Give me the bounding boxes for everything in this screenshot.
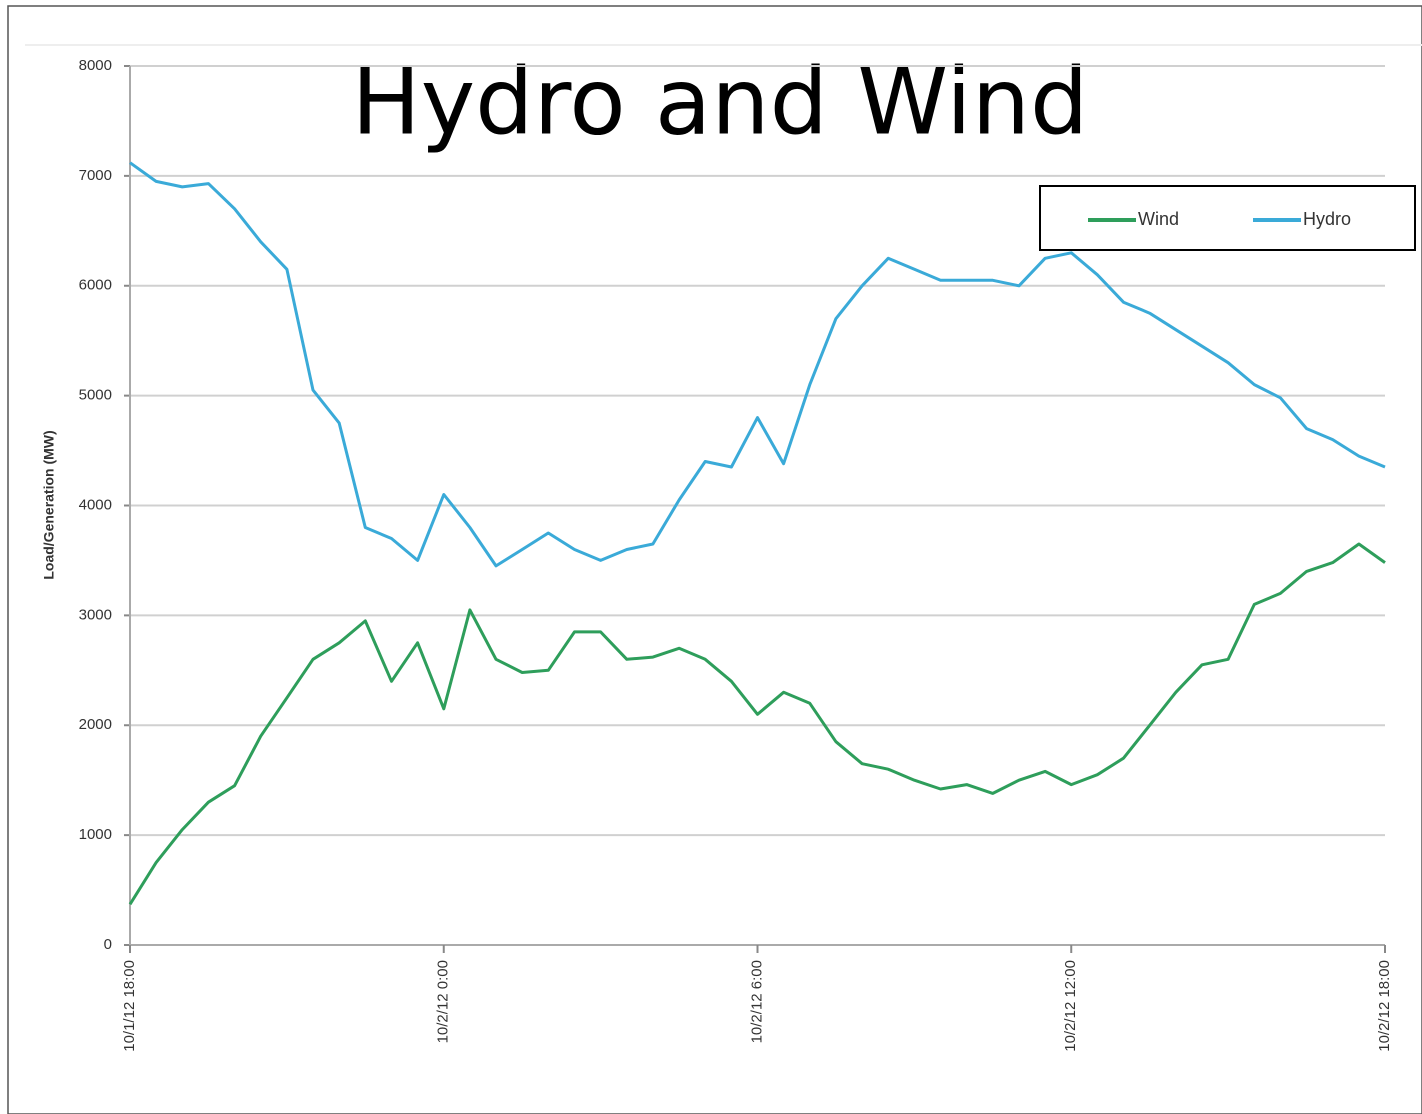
x-tick-label: 10/2/12 12:00: [1062, 960, 1079, 1052]
x-tick-label: 10/1/12 18:00: [121, 960, 138, 1052]
chart-title: Hydro and Wind: [352, 48, 1089, 155]
y-axis-label: Load/Generation (MW): [41, 430, 57, 579]
y-tick-label: 4000: [79, 496, 112, 513]
legend-label: Wind: [1138, 209, 1179, 229]
y-tick-label: 5000: [79, 387, 112, 404]
y-tick-label: 1000: [79, 826, 112, 843]
y-tick-label: 0: [104, 936, 112, 953]
y-tick-label: 2000: [79, 716, 112, 733]
x-tick-label: 10/2/12 6:00: [748, 960, 765, 1043]
series-line: [128, 542, 1386, 906]
y-tick-label: 8000: [79, 57, 112, 74]
legend-box: [1039, 185, 1416, 251]
x-tick-label: 10/2/12 18:00: [1376, 960, 1393, 1052]
slide-frame: [7, 5, 1422, 1114]
series-line: [129, 161, 1386, 568]
x-tick-label: 10/2/12 0:00: [435, 960, 452, 1043]
legend-label: Hydro: [1303, 209, 1351, 229]
y-tick-label: 3000: [79, 606, 112, 623]
y-tick-label: 7000: [79, 167, 112, 184]
y-tick-label: 6000: [79, 277, 112, 294]
